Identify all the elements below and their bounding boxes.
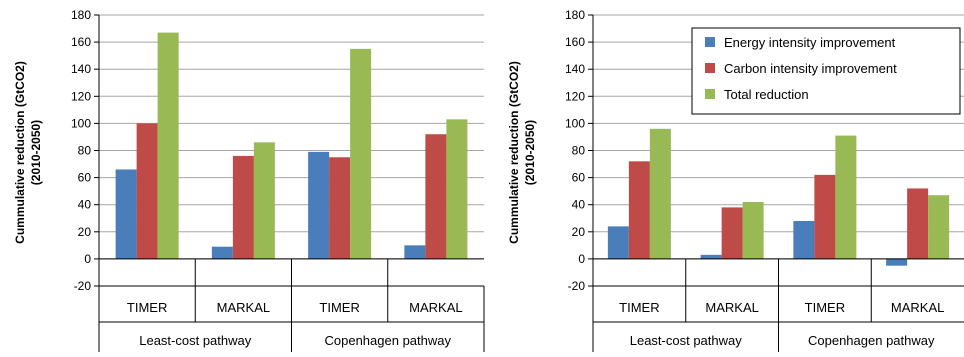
y-tick-label: 140 xyxy=(565,62,585,76)
bar-carbon-intensity-improvement-1 xyxy=(628,161,650,259)
x-tick-label: MARKAL xyxy=(891,300,944,315)
legend-label: Carbon intensity improvement xyxy=(724,61,897,76)
y-tick-label: -20 xyxy=(568,279,586,293)
y-tick-label: 160 xyxy=(71,35,91,49)
bar-energy-intensity-improvement-2 xyxy=(700,254,722,259)
legend: Energy intensity improvement Carbon inten… xyxy=(691,27,961,115)
bar-energy-intensity-improvement-3 xyxy=(793,220,815,259)
bar-total-reduction-2 xyxy=(253,142,275,259)
bar-carbon-intensity-improvement-2 xyxy=(721,207,743,259)
x-tick-label: TIMER xyxy=(127,300,167,315)
y-tick-label: 40 xyxy=(78,198,92,212)
y-tick-label: 40 xyxy=(572,198,586,212)
bar-total-reduction-1 xyxy=(157,32,179,259)
bar-total-reduction-4 xyxy=(928,195,950,259)
y-axis-label: (2010-2050) xyxy=(523,120,537,185)
x-tick-label: MARKAL xyxy=(705,300,758,315)
bar-energy-intensity-improvement-4 xyxy=(886,258,908,266)
y-tick-label: 100 xyxy=(71,116,91,130)
bar-total-reduction-2 xyxy=(742,201,764,259)
y-tick-label: 80 xyxy=(78,144,92,158)
bar-energy-intensity-improvement-1 xyxy=(607,226,629,259)
group-label: Least-cost pathway xyxy=(139,333,252,348)
bar-total-reduction-1 xyxy=(649,128,671,259)
x-tick-label: TIMER xyxy=(619,300,659,315)
bar-carbon-intensity-improvement-4 xyxy=(907,188,929,259)
y-tick-label: 0 xyxy=(84,252,91,266)
bar-energy-intensity-improvement-1 xyxy=(115,169,137,259)
legend-swatch xyxy=(705,89,715,99)
x-tick-label: TIMER xyxy=(319,300,359,315)
bar-carbon-intensity-improvement-4 xyxy=(425,134,447,259)
bar-carbon-intensity-improvement-1 xyxy=(136,123,158,259)
y-axis-label: (2010-2050) xyxy=(29,120,43,185)
y-axis-label: Cummulative reduction (GtCO2) xyxy=(507,61,521,244)
bar-total-reduction-3 xyxy=(835,135,857,259)
chart-panel-1: -20 0 20 40 60 80 100 120 140 160 180 TIMER MARKAL TI… xyxy=(13,8,485,352)
y-tick-label: 120 xyxy=(565,89,585,103)
y-tick-label: 100 xyxy=(565,116,585,130)
chart-panel-2: -20 0 20 40 60 80 100 120 140 160 180 TIMER MARKAL TI… xyxy=(507,8,964,352)
y-tick-label: -20 xyxy=(74,279,92,293)
y-tick-label: 120 xyxy=(71,89,91,103)
legend-swatch xyxy=(705,63,715,73)
legend-label: Energy intensity improvement xyxy=(724,35,896,50)
y-tick-label: 60 xyxy=(78,171,92,185)
y-tick-label: 20 xyxy=(572,225,586,239)
y-tick-label: 180 xyxy=(71,8,91,22)
bar-carbon-intensity-improvement-3 xyxy=(814,174,836,259)
group-label: Least-cost pathway xyxy=(630,333,743,348)
y-tick-label: 160 xyxy=(565,35,585,49)
legend-label: Total reduction xyxy=(724,87,809,102)
bar-carbon-intensity-improvement-3 xyxy=(329,157,351,259)
y-tick-label: 0 xyxy=(578,252,585,266)
y-tick-label: 60 xyxy=(572,171,586,185)
bar-total-reduction-3 xyxy=(350,48,372,259)
bar-carbon-intensity-improvement-2 xyxy=(232,155,254,259)
legend-swatch xyxy=(705,37,715,47)
y-axis-label: Cummulative reduction (GtCO2) xyxy=(13,61,27,244)
bar-energy-intensity-improvement-2 xyxy=(211,246,233,259)
bar-energy-intensity-improvement-4 xyxy=(404,245,426,259)
bar-total-reduction-4 xyxy=(446,119,468,259)
y-tick-label: 20 xyxy=(78,225,92,239)
x-tick-label: MARKAL xyxy=(217,300,270,315)
bar-energy-intensity-improvement-3 xyxy=(308,151,330,259)
y-tick-label: 80 xyxy=(572,144,586,158)
y-tick-label: 180 xyxy=(565,8,585,22)
y-tick-label: 140 xyxy=(71,62,91,76)
x-tick-label: TIMER xyxy=(805,300,845,315)
legend-box xyxy=(691,27,961,115)
group-label: Copenhagen pathway xyxy=(808,333,935,348)
group-label: Copenhagen pathway xyxy=(325,333,452,348)
x-tick-label: MARKAL xyxy=(409,300,462,315)
